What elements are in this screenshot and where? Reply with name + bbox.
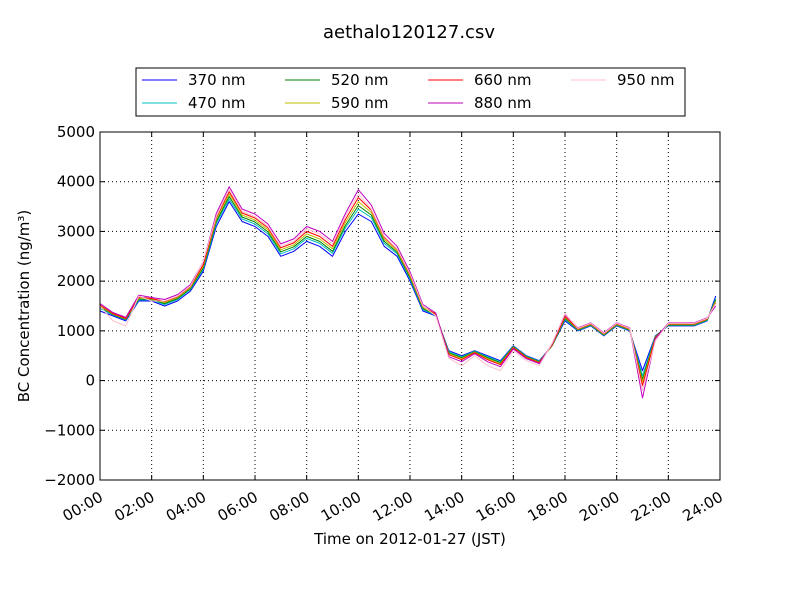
y-tick-label: −2000 — [44, 471, 95, 489]
x-tick-label: 12:00 — [370, 488, 416, 525]
chart-title: aethalo120127.csv — [323, 22, 495, 43]
series-line-880-nm — [99, 186, 717, 399]
x-tick-labels: 00:00 02:00 04:00 06:00 08:00 10:00 12:00 14:00… — [60, 488, 726, 525]
x-tick-label: 02:00 — [111, 488, 157, 525]
gridlines — [100, 132, 720, 480]
x-tick-label: 24:00 — [680, 488, 726, 525]
legend: 370 nm 470 nm 520 nm 590 nm 660 nm 880 nm 950 … — [135, 67, 686, 117]
y-tick-label: 3000 — [57, 222, 95, 240]
x-tick-label: 06:00 — [215, 488, 261, 525]
y-axis-label: BC Concentration (ng/m³) — [15, 210, 33, 403]
x-axis-label: Time on 2012-01-27 (JST) — [313, 530, 506, 548]
y-tick-label: 4000 — [57, 173, 95, 191]
x-tick-label: 14:00 — [421, 488, 467, 525]
x-tick-label: 08:00 — [266, 488, 312, 525]
y-tick-label: 0 — [85, 372, 95, 390]
y-tick-label: 5000 — [57, 123, 95, 141]
x-tick-label: 16:00 — [473, 488, 519, 525]
y-tick-labels: −2000 −1000 0 1000 2000 3000 4000 5000 — [44, 123, 95, 489]
y-tick-label: 2000 — [57, 272, 95, 290]
x-tick-label: 10:00 — [318, 488, 364, 525]
x-tick-label: 00:00 — [60, 488, 106, 525]
series-lines — [99, 186, 717, 399]
legend-label-520-nm: 520 nm — [331, 71, 389, 89]
legend-label-880-nm: 880 nm — [474, 94, 532, 112]
series-line-470-nm — [99, 198, 717, 377]
x-tick-label: 20:00 — [576, 488, 622, 525]
legend-label-950-nm: 950 nm — [617, 71, 675, 89]
x-tick-label: 22:00 — [628, 488, 674, 525]
y-tick-label: 1000 — [57, 322, 95, 340]
series-line-950-nm — [99, 188, 717, 391]
x-tick-label: 04:00 — [163, 488, 209, 525]
axis-ticks — [99, 131, 721, 481]
legend-label-370-nm: 370 nm — [188, 71, 246, 89]
legend-frame — [135, 67, 686, 117]
legend-label-470-nm: 470 nm — [188, 94, 246, 112]
y-tick-label: −1000 — [44, 421, 95, 439]
legend-label-660-nm: 660 nm — [474, 71, 532, 89]
legend-label-590-nm: 590 nm — [331, 94, 389, 112]
x-tick-label: 18:00 — [525, 488, 571, 525]
